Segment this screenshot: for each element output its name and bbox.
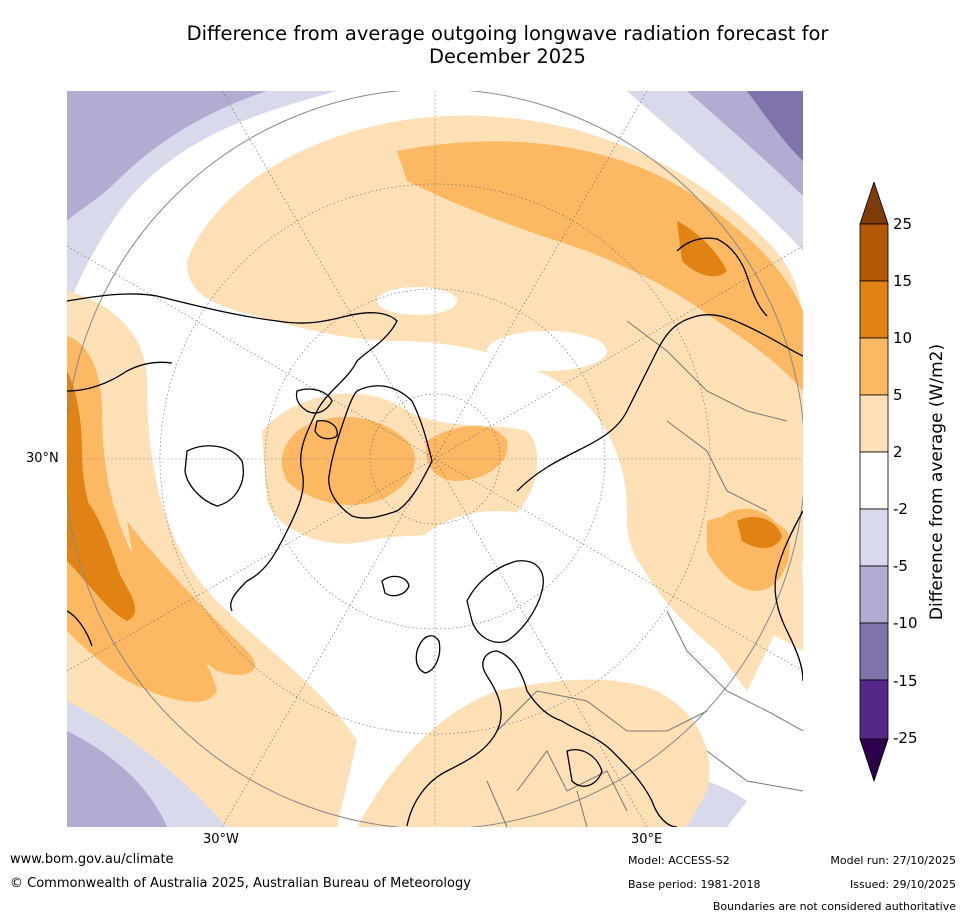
anomaly-region-neg-bottomleft-2 [67, 731, 167, 827]
kamchatka-coast [676, 237, 768, 317]
colorbar-tick: 5 [893, 386, 903, 404]
anomaly-neutral-patch [487, 331, 607, 371]
greenland-coast [328, 385, 433, 519]
colorbar-band-m15-m10 [859, 622, 889, 681]
colorbar-label: Difference from average (W/m2) [927, 343, 947, 621]
colorbar-tick: 25 [893, 215, 913, 233]
footer-disclaimer: Boundaries are not considered authoritat… [712, 900, 956, 913]
hudson-bay-coast [184, 445, 244, 507]
colorbar-tick: -15 [893, 672, 918, 690]
colorbar-band-2-5 [859, 394, 889, 453]
north-america-coast [67, 293, 398, 612]
anomaly-region-pos-europe [357, 679, 710, 827]
colorbar-band-10-15 [859, 280, 889, 339]
lon-label-30e-text: 30°E [631, 832, 663, 847]
colorbar-tick: -2 [893, 500, 908, 518]
colorbar-tick: -5 [893, 557, 908, 575]
colorbar-band-m10-m5 [859, 565, 889, 624]
europe-coast [406, 650, 678, 827]
lon-label-30w-text: 30°W [203, 832, 239, 847]
footer-model: Model: ACCESS-S2 [628, 854, 730, 867]
footer-model-run: Model run: 27/10/2025 [830, 854, 956, 867]
colorbar [859, 182, 889, 782]
anomaly-region-neg-topright-3 [747, 91, 803, 161]
graticule [67, 91, 803, 827]
anomaly-region-pos-5-10-greenland [281, 417, 416, 505]
colorbar-band-m25-m15 [859, 679, 889, 740]
latitude-circle [159, 183, 711, 735]
colorbar-tick: 10 [893, 329, 913, 347]
coastlines [67, 237, 803, 827]
british-isles-coast [415, 635, 441, 674]
meridian-line [67, 245, 803, 672]
country-borders [486, 320, 803, 827]
lon-label-30w: 30°W [203, 832, 239, 847]
anomaly-region-pos-10-15-siberia [677, 221, 727, 277]
scandinavia-coast [466, 560, 544, 643]
anomaly-neutral-patch [377, 287, 457, 315]
colorbar-over-triangle [859, 182, 889, 225]
anomaly-region-pos-left [67, 291, 357, 827]
anomaly-neutral-patch [187, 341, 287, 401]
mediterranean-coast [566, 749, 603, 787]
anomaly-region-pos-10-15-left [67, 371, 136, 621]
title-line-1: Difference from average outgoing longwav… [186, 22, 829, 45]
footer-base-period: Base period: 1981-2018 [628, 878, 761, 891]
colorbar-under-triangle [859, 738, 889, 782]
colorbar-band-5-10 [859, 337, 889, 396]
asia-east-coast [774, 510, 803, 682]
pacific-coast [67, 610, 93, 647]
footer-issued: Issued: 29/10/2025 [849, 878, 956, 891]
colorbar-tick: -25 [893, 729, 918, 747]
anomaly-region-neg-topleft-2 [67, 91, 267, 221]
colorbar-band-15-25 [859, 223, 889, 282]
polar-map [67, 91, 803, 827]
footer-copyright: © Commonwealth of Australia 2025, Austra… [10, 876, 471, 891]
colorbar-tick: 2 [893, 443, 903, 461]
anomaly-region-pos-10-15-china [737, 516, 782, 548]
title-line-2: December 2025 [429, 45, 586, 68]
colorbar-tick: 15 [893, 272, 913, 290]
footer-url: www.bom.gov.au/climate [10, 852, 174, 867]
russia-arctic-coast [516, 314, 803, 492]
canadian-arctic-islands [314, 420, 338, 440]
latitude-circle [264, 288, 606, 630]
anomaly-neutral-patch [407, 511, 587, 631]
anomaly-region-pos-5-10-arctic [426, 426, 508, 481]
anomaly-region-pos-10-15-pacific [87, 501, 123, 605]
canadian-arctic-islands [295, 388, 333, 414]
colorbar-tick: -10 [893, 614, 918, 632]
anomaly-region-pos-5-10-left-2 [127, 521, 256, 675]
alaska-coast [67, 361, 173, 392]
lat-label-30n: 30°N [26, 451, 59, 466]
lon-label-30e: 30°E [631, 832, 662, 847]
chart-title: Difference from average outgoing longwav… [60, 22, 955, 68]
anomaly-region-pos-5-10-arc [397, 141, 803, 391]
colorbar-band-m5-m2 [859, 508, 889, 567]
colorbar-band-neutral [859, 451, 889, 510]
anomaly-region-pos-5-10-left [67, 336, 217, 702]
iceland-coast [381, 575, 410, 597]
